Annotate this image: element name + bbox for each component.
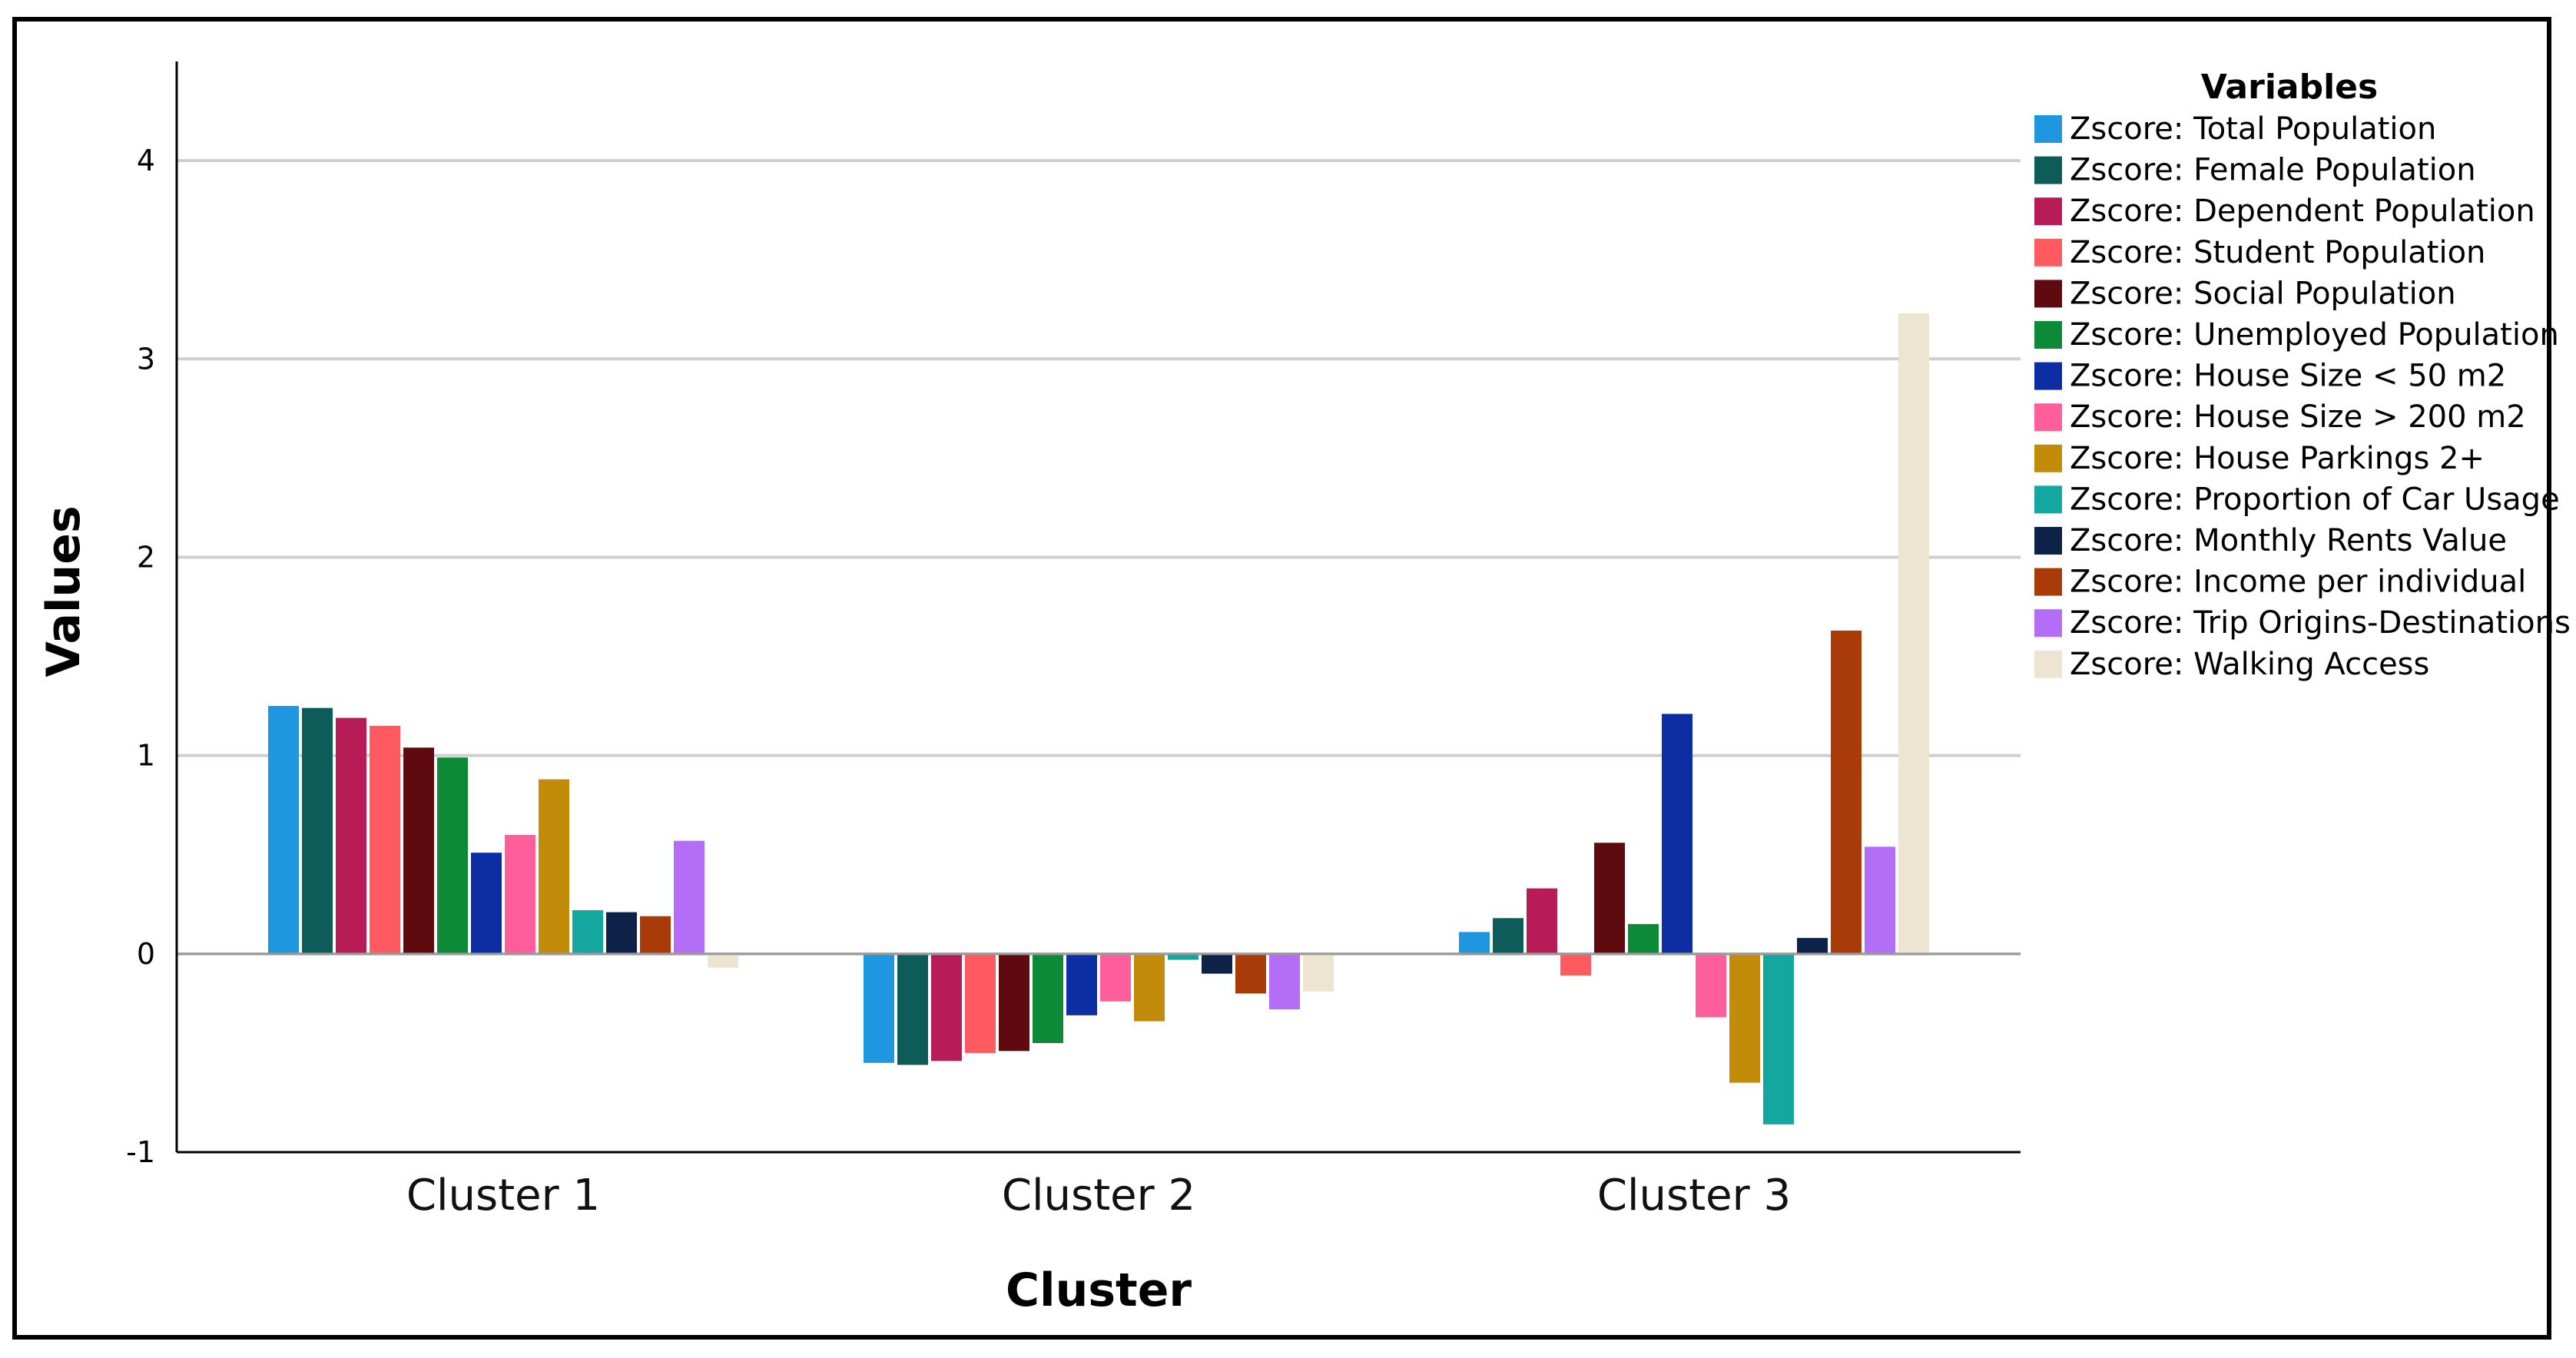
legend-swatch bbox=[2034, 156, 2062, 184]
bar bbox=[1898, 313, 1929, 954]
bar bbox=[1628, 924, 1659, 954]
legend-swatch bbox=[2034, 568, 2062, 596]
x-tick-label: Cluster 3 bbox=[1597, 1171, 1791, 1221]
bar bbox=[1560, 953, 1591, 976]
legend-swatch bbox=[2034, 362, 2062, 390]
legend-label: Zscore: Total Population bbox=[2070, 111, 2436, 147]
bar bbox=[1033, 953, 1063, 1043]
legend-label: Zscore: Female Population bbox=[2070, 153, 2476, 188]
legend-label: Zscore: Social Population bbox=[2070, 276, 2456, 311]
bar bbox=[268, 706, 299, 954]
x-axis-title: Cluster bbox=[1006, 1264, 1192, 1317]
bar bbox=[606, 912, 637, 954]
bar bbox=[1100, 953, 1131, 1002]
bar bbox=[572, 910, 603, 954]
bar bbox=[708, 953, 738, 968]
legend-label: Zscore: Income per individual bbox=[2070, 565, 2526, 600]
legend-label: Zscore: Walking Access bbox=[2070, 647, 2429, 682]
legend-swatch bbox=[2034, 485, 2062, 514]
legend-swatch bbox=[2034, 444, 2062, 472]
bar bbox=[640, 916, 671, 954]
y-tick-label: 2 bbox=[137, 540, 155, 574]
bar bbox=[864, 953, 894, 1063]
legend-swatch bbox=[2034, 609, 2062, 638]
legend-label: Zscore: Trip Origins-Destinations bbox=[2070, 605, 2571, 641]
bar bbox=[1729, 953, 1760, 1083]
bar bbox=[1594, 843, 1625, 954]
bar bbox=[1202, 953, 1232, 974]
legend-swatch bbox=[2034, 527, 2062, 555]
y-tick-label: 4 bbox=[137, 144, 155, 177]
x-tick-label: Cluster 1 bbox=[406, 1171, 600, 1221]
legend-label: Zscore: House Size > 200 m2 bbox=[2070, 399, 2526, 435]
bar bbox=[1527, 888, 1557, 954]
bar bbox=[1269, 953, 1300, 1010]
bar bbox=[1066, 953, 1097, 1015]
y-tick-label: 3 bbox=[137, 342, 155, 376]
chart-frame bbox=[12, 17, 2551, 1340]
bar bbox=[1303, 953, 1334, 992]
x-tick-label: Cluster 2 bbox=[1002, 1171, 1195, 1221]
bar bbox=[897, 953, 928, 1065]
bar bbox=[471, 853, 502, 954]
bar bbox=[1696, 953, 1726, 1018]
bar bbox=[302, 707, 333, 954]
legend-swatch bbox=[2034, 197, 2062, 226]
bar bbox=[1493, 918, 1523, 954]
legend-label: Zscore: Student Population bbox=[2070, 235, 2485, 270]
legend-swatch bbox=[2034, 238, 2062, 267]
legend-label: Zscore: Unemployed Population bbox=[2070, 317, 2559, 353]
bar bbox=[965, 953, 996, 1053]
bar bbox=[1235, 953, 1266, 994]
bar bbox=[370, 725, 400, 954]
bar bbox=[1459, 932, 1490, 954]
legend-swatch bbox=[2034, 403, 2062, 432]
legend-swatch bbox=[2034, 321, 2062, 349]
y-axis-title: Values bbox=[37, 505, 91, 677]
legend-label: Zscore: Monthly Rents Value bbox=[2070, 523, 2507, 558]
bar bbox=[674, 840, 705, 954]
legend-title: Variables bbox=[2201, 68, 2378, 107]
legend-label: Zscore: House Parkings 2+ bbox=[2070, 441, 2485, 476]
y-tick-label: 0 bbox=[137, 937, 155, 971]
bar bbox=[1797, 938, 1828, 954]
legend-label: Zscore: Proportion of Car Usage bbox=[2070, 482, 2560, 517]
legend-label: Zscore: House Size < 50 m2 bbox=[2070, 359, 2506, 394]
bar bbox=[539, 779, 569, 954]
bar bbox=[403, 747, 434, 954]
bar bbox=[1134, 953, 1165, 1022]
legend-label: Zscore: Dependent Population bbox=[2070, 194, 2535, 229]
bar bbox=[1763, 953, 1794, 1124]
legend-swatch bbox=[2034, 280, 2062, 308]
bar bbox=[1168, 953, 1198, 960]
legend-swatch bbox=[2034, 115, 2062, 143]
bar bbox=[1831, 630, 1862, 954]
bar bbox=[437, 757, 468, 954]
bar bbox=[1865, 846, 1895, 954]
bar bbox=[931, 953, 962, 1062]
y-tick-label: 1 bbox=[137, 739, 155, 773]
bar bbox=[336, 717, 366, 954]
y-tick-label: -1 bbox=[126, 1135, 155, 1169]
bar bbox=[505, 834, 535, 954]
bar bbox=[1662, 714, 1692, 954]
bar bbox=[999, 953, 1029, 1052]
legend-swatch bbox=[2034, 650, 2062, 678]
